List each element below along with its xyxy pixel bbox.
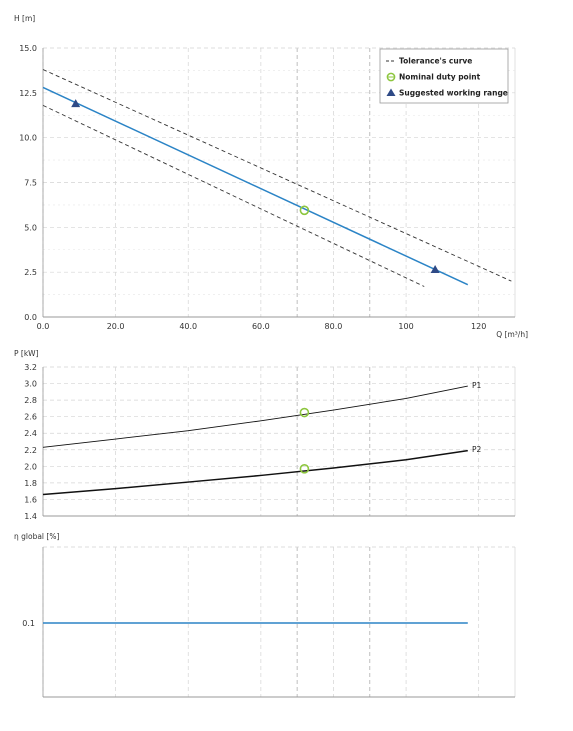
head-chart: H [m] 0.0 2.5 5.0 7.5 10.0 12.5 15.0 0.0 20.0 40.…: [14, 14, 528, 339]
x-tick-label: 60.0: [252, 322, 270, 331]
head-y-axis-title: H [m]: [14, 14, 35, 23]
legend-label-nominal: Nominal duty point: [399, 73, 481, 82]
legend-item-nominal: Nominal duty point: [386, 72, 481, 82]
y-tick-label: 10.0: [19, 134, 37, 143]
y-tick-label: 3.0: [24, 380, 37, 389]
y-tick-label: 2.2: [24, 446, 37, 455]
head-markers: [71, 99, 440, 273]
power-grid: [42, 366, 516, 517]
y-tick-label: 5.0: [24, 223, 37, 232]
head-curve: [42, 86, 469, 286]
legend-item-tolerance: Tolerance's curve: [386, 57, 472, 66]
y-tick-label: 1.6: [24, 495, 37, 504]
y-tick-label: 2.8: [24, 396, 37, 405]
legend: Tolerance's curve Nominal duty point Sug…: [379, 48, 509, 104]
x-tick-label: 40.0: [179, 322, 197, 331]
series-label-p1: P1: [472, 381, 482, 390]
y-tick-label: 12.5: [19, 89, 37, 98]
y-tick-label: 1.8: [24, 479, 37, 488]
legend-circle-symbol: [386, 72, 396, 82]
x-tick-label: 80.0: [325, 322, 343, 331]
nominal-duty-point: [299, 464, 310, 474]
efficiency-tick-labels: 0.1: [22, 619, 35, 628]
legend-label-suggested: Suggested working range: [399, 89, 508, 98]
power-curve-p1: [42, 385, 468, 448]
power-series: [42, 385, 468, 496]
efficiency-y-axis-title: η global [%]: [14, 532, 59, 541]
y-tick-label: 1.4: [24, 512, 37, 521]
legend-triangle-symbol: [386, 88, 396, 96]
suggested-range-marker: [71, 99, 81, 108]
x-tick-label: 120: [471, 322, 486, 331]
y-tick-label: 2.6: [24, 413, 37, 422]
power-chart: P [kW] 1.4 1.6 1.8 2.0 2.2 2.4 2.6 2.8 3.0 3.2 P1…: [14, 349, 516, 521]
x-tick-label: 0.0: [37, 322, 50, 331]
efficiency-chart: η global [%] 0.1: [14, 532, 516, 698]
y-tick-label: 0.0: [24, 313, 37, 322]
tolerance-curve: [42, 69, 512, 282]
suggested-range-marker: [430, 264, 440, 273]
series-label-p2: P2: [472, 445, 482, 454]
y-tick-label: 0.1: [22, 619, 35, 628]
y-tick-label: 2.0: [24, 462, 37, 471]
legend-box: [379, 48, 509, 104]
y-tick-label: 7.5: [24, 179, 37, 188]
legend-item-suggested: Suggested working range: [386, 88, 508, 98]
x-tick-label: 100: [398, 322, 413, 331]
power-y-axis-title: P [kW]: [14, 349, 39, 358]
head-tick-labels: 0.0 2.5 5.0 7.5 10.0 12.5 15.0 0.0 20.0 40.0 60.0 8…: [19, 44, 486, 331]
tolerance-curve: [42, 104, 425, 287]
legend-label-tolerance: Tolerance's curve: [399, 57, 472, 66]
y-tick-label: 2.5: [24, 268, 37, 277]
y-tick-label: 15.0: [19, 44, 37, 53]
power-markers: [299, 407, 310, 474]
efficiency-grid: [42, 546, 516, 698]
x-tick-label: 20.0: [107, 322, 125, 331]
head-x-axis-title: Q [m³/h]: [496, 330, 528, 339]
power-tick-labels: 1.4 1.6 1.8 2.0 2.2 2.4 2.6 2.8 3.0 3.2: [24, 363, 37, 521]
nominal-duty-point: [299, 407, 310, 418]
power-curve-p2: [42, 449, 468, 496]
y-tick-label: 3.2: [24, 363, 37, 372]
nominal-duty-point: [299, 205, 310, 216]
head-series: [42, 69, 512, 287]
y-tick-label: 2.4: [24, 429, 37, 438]
